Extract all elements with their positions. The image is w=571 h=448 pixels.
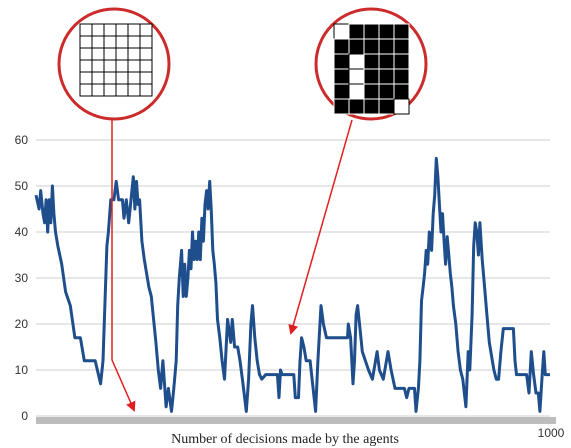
- inset-grid-cell: [139, 47, 153, 61]
- filled-grid-inset: [314, 7, 428, 121]
- inset-grid-cell: [103, 83, 117, 97]
- inset-grid-cell: [91, 83, 105, 97]
- inset-grid-cell: [393, 38, 410, 55]
- inset-grid-cell: [79, 47, 93, 61]
- inset-grid-cell: [115, 35, 129, 49]
- inset-grid-cell: [115, 71, 129, 85]
- inset-grid-cell: [79, 83, 93, 97]
- annotation-arrow: [288, 119, 353, 335]
- inset-grid-cell: [91, 71, 105, 85]
- x-axis-title: Number of decisions made by the agents: [171, 432, 399, 447]
- series-line-layer: [34, 156, 550, 413]
- inset-grid-cell: [79, 35, 93, 49]
- inset-grid-cell: [103, 35, 117, 49]
- y-tick-label: 0: [21, 409, 28, 423]
- y-tick-label: 10: [15, 363, 29, 377]
- inset-grid-cell: [103, 59, 117, 73]
- inset-grid-cell: [79, 59, 93, 73]
- inset-grid-cell: [393, 98, 410, 115]
- inset-grid-cell: [127, 23, 141, 37]
- inset-grid-cell: [139, 35, 153, 49]
- inset-grid-cell: [139, 59, 153, 73]
- inset-grid-cell: [393, 23, 410, 40]
- inset-grid-cell: [127, 83, 141, 97]
- inset-grid-cell: [103, 71, 117, 85]
- inset-grid-cell: [393, 68, 410, 85]
- inset-grid-cell: [348, 38, 365, 55]
- inset-grid-cell: [333, 98, 350, 115]
- inset-grid-cell: [103, 23, 117, 37]
- y-tick-label: 40: [15, 225, 29, 239]
- inset-grid-cell: [115, 23, 129, 37]
- inset-grid-cell: [79, 23, 93, 37]
- y-tick-label: 60: [15, 133, 29, 147]
- y-tick-labels: 0 10 20 30 40 50 60: [15, 133, 29, 423]
- inset-grid-cell: [333, 38, 350, 55]
- inset-grid-cell: [333, 53, 350, 70]
- inset-grid-cell: [363, 83, 380, 100]
- inset-grid-cell: [348, 98, 365, 115]
- y-tick-label: 20: [15, 317, 29, 331]
- inset-grid-cell: [139, 71, 153, 85]
- inset-grid-cell: [378, 53, 395, 70]
- inset-grid-cell: [127, 59, 141, 73]
- empty-grid-inset: [57, 7, 171, 121]
- inset-grid-cell: [378, 23, 395, 40]
- inset-grid-cell: [79, 71, 93, 85]
- inset-grid-cell: [91, 59, 105, 73]
- inset-grid-cell: [378, 98, 395, 115]
- inset-grid-cell: [363, 53, 380, 70]
- inset-grid-cell: [127, 71, 141, 85]
- inset-grid-cell: [333, 23, 350, 40]
- inset-grid-cell: [363, 98, 380, 115]
- inset-grid-cell: [115, 83, 129, 97]
- annotation-arrow: [111, 120, 136, 412]
- y-tick-label: 50: [15, 179, 29, 193]
- inset-grid-cell: [378, 83, 395, 100]
- inset-grid-cell: [127, 47, 141, 61]
- inset-grid-cell: [348, 83, 365, 100]
- inset-grid-cell: [115, 47, 129, 61]
- x-tick-label: 1000: [538, 426, 565, 440]
- inset-grid-cell: [91, 47, 105, 61]
- series-line: [34, 156, 550, 413]
- inset-grid-cell: [115, 59, 129, 73]
- inset-grid-cell: [348, 53, 365, 70]
- inset-grid-cell: [363, 68, 380, 85]
- inset-grid-cell: [378, 38, 395, 55]
- inset-grid-cell: [103, 47, 117, 61]
- inset-grid-cell: [348, 68, 365, 85]
- inset-grid-cell: [139, 83, 153, 97]
- inset-grid-cell: [378, 68, 395, 85]
- x-axis-band: [36, 417, 556, 424]
- grid-insets: [57, 7, 428, 121]
- inset-grid-cell: [393, 83, 410, 100]
- y-tick-label: 30: [15, 271, 29, 285]
- inset-grid-cell: [91, 23, 105, 37]
- annotation-arrows: [111, 119, 353, 412]
- inset-grid-cell: [333, 83, 350, 100]
- inset-grid-cell: [333, 68, 350, 85]
- inset-grid-cell: [127, 35, 141, 49]
- inset-grid-cell: [393, 53, 410, 70]
- inset-grid-cell: [363, 23, 380, 40]
- inset-grid-cell: [139, 23, 153, 37]
- inset-grid-cell: [363, 38, 380, 55]
- inset-grid-cell: [91, 35, 105, 49]
- inset-grid-cell: [348, 23, 365, 40]
